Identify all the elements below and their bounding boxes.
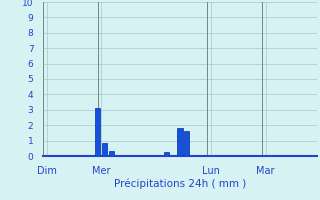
X-axis label: Précipitations 24h ( mm ): Précipitations 24h ( mm ) <box>114 179 246 189</box>
Bar <box>184 131 189 156</box>
Bar <box>164 152 169 156</box>
Bar <box>95 108 100 156</box>
Bar <box>102 143 107 156</box>
Bar <box>109 151 114 156</box>
Bar <box>177 128 183 156</box>
